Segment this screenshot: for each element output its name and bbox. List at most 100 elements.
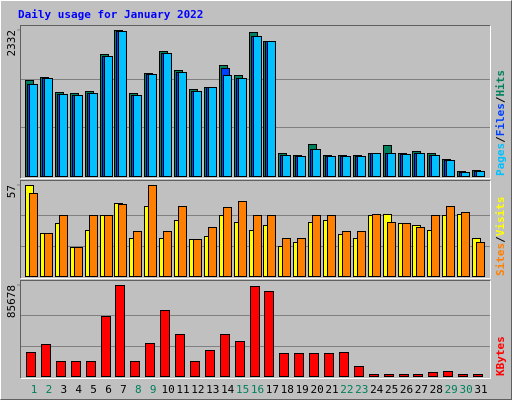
- x-tick-label: 26: [400, 383, 413, 396]
- x-tick-label: 16: [251, 383, 264, 396]
- bar: [29, 84, 38, 177]
- panel-border-light: [20, 180, 491, 279]
- legend-entry: Sites: [494, 243, 507, 276]
- x-tick-label: 6: [105, 383, 112, 396]
- bar: [89, 215, 98, 277]
- x-tick-label: 9: [150, 383, 157, 396]
- bar: [44, 78, 53, 177]
- bar: [178, 72, 187, 177]
- bar: [238, 78, 247, 177]
- bar: [223, 75, 232, 177]
- legend-entry: Visits: [494, 197, 507, 237]
- bar: [297, 238, 306, 277]
- x-tick-label: 14: [221, 383, 235, 396]
- bar: [148, 74, 157, 177]
- x-tick-label: 15: [236, 383, 249, 396]
- bar: [44, 233, 53, 277]
- y-tick-label: 2332: [5, 30, 18, 57]
- bar: [118, 204, 127, 277]
- bar: [476, 171, 485, 177]
- x-tick-label: 2: [46, 383, 53, 396]
- bar: [354, 366, 364, 377]
- bar: [178, 206, 187, 277]
- bar: [253, 36, 262, 177]
- legend: KBytes: [494, 336, 507, 376]
- bar: [148, 185, 157, 277]
- bar: [473, 374, 483, 377]
- panel-border-dark: [20, 25, 491, 179]
- bar: [443, 371, 453, 377]
- bar: [312, 149, 321, 177]
- y-tick-label: 85678: [5, 285, 18, 318]
- bar: [413, 374, 423, 377]
- bar: [282, 155, 291, 177]
- bar: [428, 372, 438, 377]
- bar: [130, 361, 140, 377]
- x-tick-label: 31: [474, 383, 487, 396]
- bar: [250, 286, 260, 377]
- bar: [86, 361, 96, 377]
- x-tick-label: 3: [60, 383, 67, 396]
- bar: [41, 344, 51, 377]
- bar: [160, 310, 170, 377]
- bar: [476, 242, 485, 277]
- bar: [208, 227, 217, 277]
- bar: [297, 156, 306, 177]
- panel-border-dark: [20, 180, 491, 279]
- bar: [282, 238, 291, 277]
- x-tick-label: 17: [266, 383, 279, 396]
- bar: [193, 91, 202, 177]
- bar: [342, 231, 351, 277]
- bar: [279, 353, 289, 377]
- bar: [384, 374, 394, 377]
- legend-entry: Hits: [494, 70, 507, 97]
- bar: [104, 215, 113, 277]
- bar: [74, 95, 83, 177]
- x-tick-label: 30: [459, 383, 472, 396]
- bar: [416, 227, 425, 277]
- bar: [238, 201, 247, 277]
- bar: [461, 172, 470, 177]
- bar: [133, 95, 142, 177]
- legend-entry: Files: [494, 103, 507, 136]
- legend: Pages/Files/Hits: [494, 70, 507, 176]
- bar: [431, 155, 440, 177]
- x-tick-label: 8: [135, 383, 142, 396]
- bar: [264, 291, 274, 377]
- bar: [309, 353, 319, 377]
- bar: [145, 343, 155, 377]
- bar: [369, 374, 379, 377]
- bar: [163, 231, 172, 277]
- x-tick-label: 13: [206, 383, 219, 396]
- bar: [327, 215, 336, 277]
- bar: [89, 93, 98, 177]
- bar: [59, 94, 68, 177]
- x-tick-label: 22: [340, 383, 353, 396]
- bar: [101, 316, 111, 377]
- bar: [104, 56, 113, 177]
- bar: [175, 334, 185, 377]
- bar: [446, 160, 455, 177]
- bar: [461, 212, 470, 277]
- bar: [235, 341, 245, 377]
- bar: [118, 31, 127, 177]
- x-tick-label: 29: [445, 383, 458, 396]
- x-tick-label: 5: [90, 383, 97, 396]
- bar: [327, 156, 336, 177]
- x-tick-label: 27: [415, 383, 428, 396]
- bar: [208, 87, 217, 177]
- x-tick-label: 1: [31, 383, 38, 396]
- bar: [294, 353, 304, 377]
- panel-border-dark: [20, 280, 491, 379]
- bar: [267, 41, 276, 177]
- bar: [163, 53, 172, 177]
- bar: [115, 285, 125, 377]
- bar: [312, 215, 321, 277]
- bar: [339, 352, 349, 377]
- bar: [253, 215, 262, 277]
- bar: [372, 214, 381, 277]
- bar: [29, 193, 38, 277]
- x-tick-label: 12: [191, 383, 204, 396]
- bar: [431, 215, 440, 277]
